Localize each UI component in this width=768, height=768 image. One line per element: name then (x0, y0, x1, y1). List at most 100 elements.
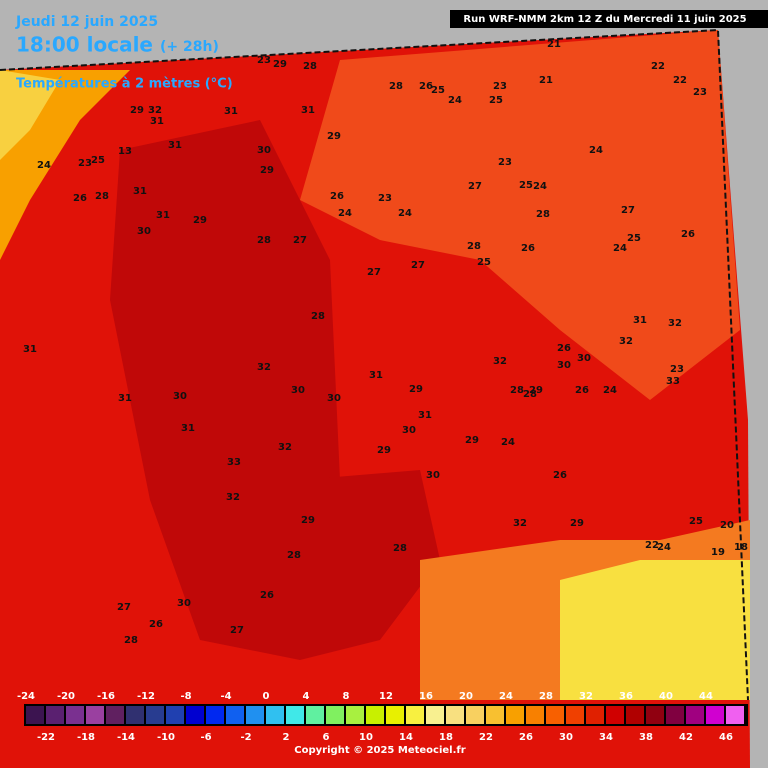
scale-swatch (386, 706, 404, 724)
scale-label: -20 (57, 691, 75, 702)
temperature-label: 29 (273, 59, 287, 70)
scale-label: 16 (419, 691, 433, 702)
scale-swatch (586, 706, 604, 724)
temperature-label: 23 (257, 55, 271, 66)
color-scale: -24-22-20-18-16-14-12-10-8-6-4-202468101… (17, 691, 748, 743)
temperature-label: 32 (513, 518, 527, 529)
temperature-label: 24 (37, 160, 51, 171)
temperature-label: 25 (477, 257, 491, 268)
temperature-label: 23 (493, 81, 507, 92)
temperature-label: 27 (117, 602, 131, 613)
temperature-label: 30 (291, 385, 305, 396)
temperature-label: 28 (467, 241, 481, 252)
scale-label: -8 (180, 691, 191, 702)
scale-swatch (466, 706, 484, 724)
scale-label: 10 (359, 732, 373, 743)
temperature-label: 33 (666, 376, 680, 387)
temperature-label: 26 (260, 590, 274, 601)
scale-label: 38 (639, 732, 653, 743)
scale-label: 26 (519, 732, 533, 743)
temperature-label: 25 (627, 233, 641, 244)
scale-label: 36 (619, 691, 633, 702)
scale-label: 24 (499, 691, 513, 702)
scale-label: -18 (77, 732, 95, 743)
temperature-label: 25 (431, 85, 445, 96)
temperature-label: 26 (330, 191, 344, 202)
temperature-label: 30 (402, 425, 416, 436)
temperature-label: 23 (498, 157, 512, 168)
scale-label: 22 (479, 732, 493, 743)
temperature-label: 28 (95, 191, 109, 202)
scale-swatch (246, 706, 264, 724)
temperature-label: 32 (668, 318, 682, 329)
temperature-label: 28 (393, 543, 407, 554)
temperature-label: 29 (529, 385, 543, 396)
temperature-label: 30 (137, 226, 151, 237)
temperature-label: 24 (603, 385, 617, 396)
temperature-label: 22 (673, 75, 687, 86)
run-banner (450, 10, 768, 28)
temperature-label: 31 (418, 410, 432, 421)
temperature-label: 27 (230, 625, 244, 636)
scale-swatch (26, 706, 44, 724)
temperature-label: 27 (367, 267, 381, 278)
scale-swatch (186, 706, 204, 724)
temperature-label: 26 (575, 385, 589, 396)
temperature-label: 30 (177, 598, 191, 609)
temperature-label: 28 (287, 550, 301, 561)
temperature-label: 22 (645, 540, 659, 551)
temperature-label: 27 (411, 260, 425, 271)
temperature-label: 28 (510, 385, 524, 396)
temperature-label: 29 (260, 165, 274, 176)
scale-label: 14 (399, 732, 413, 743)
temperature-label: 26 (149, 619, 163, 630)
scale-swatch (86, 706, 104, 724)
domain-border (0, 28, 749, 701)
scale-swatch (306, 706, 324, 724)
temperature-label: 28 (389, 81, 403, 92)
temperature-label: 30 (327, 393, 341, 404)
scale-swatch (646, 706, 664, 724)
temperature-label: 28 (311, 311, 325, 322)
temperature-label: 31 (224, 106, 238, 117)
scale-label: 44 (699, 691, 713, 702)
temperature-label: 30 (557, 360, 571, 371)
copyright: Copyright © 2025 Meteociel.fr (294, 745, 465, 756)
temperature-label: 30 (257, 145, 271, 156)
temperature-label: 28 (523, 389, 537, 400)
scale-label: 0 (263, 691, 270, 702)
temperature-label: 28 (303, 61, 317, 72)
temperature-label: 31 (181, 423, 195, 434)
temperature-label: 32 (493, 356, 507, 367)
scale-label: 12 (379, 691, 393, 702)
temperature-label: 23 (693, 87, 707, 98)
scale-swatch (506, 706, 524, 724)
temperature-label: 29 (570, 518, 584, 529)
temperature-label: 24 (613, 243, 627, 254)
temperature-label: 33 (227, 457, 241, 468)
scale-label: 30 (559, 732, 573, 743)
scale-label: 18 (439, 732, 453, 743)
scale-label: 8 (343, 691, 350, 702)
temperature-label: 26 (681, 229, 695, 240)
scale-swatch (166, 706, 184, 724)
scale-swatch (446, 706, 464, 724)
scale-swatch (626, 706, 644, 724)
temperature-label: 13 (118, 146, 132, 157)
temperature-label: 29 (193, 215, 207, 226)
temperature-label: 31 (150, 116, 164, 127)
scale-swatch (606, 706, 624, 724)
temperature-label: 30 (577, 353, 591, 364)
scale-label: 32 (579, 691, 593, 702)
temperature-label: 31 (168, 140, 182, 151)
temperature-label: 31 (156, 210, 170, 221)
temperature-label: 21 (539, 75, 553, 86)
temperature-label: 32 (619, 336, 633, 347)
scale-swatch (426, 706, 444, 724)
scale-label: -10 (157, 732, 175, 743)
temperature-label: 26 (73, 193, 87, 204)
temperature-label: 32 (257, 362, 271, 373)
temperature-label: 22 (651, 61, 665, 72)
temperature-label: 25 (689, 516, 703, 527)
scale-label: -14 (117, 732, 135, 743)
